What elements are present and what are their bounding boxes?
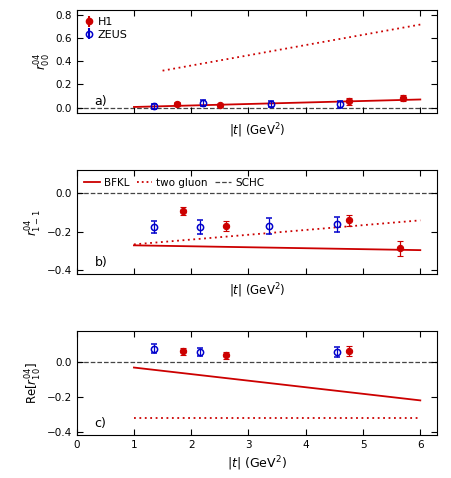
Text: a): a) xyxy=(95,95,107,108)
Legend: H1, ZEUS: H1, ZEUS xyxy=(82,15,130,42)
Y-axis label: $r_{00}^{04}$: $r_{00}^{04}$ xyxy=(32,53,52,70)
X-axis label: $|t|$ (GeV$^{2}$): $|t|$ (GeV$^{2}$) xyxy=(227,454,287,473)
X-axis label: $|t|$ (GeV$^{2}$): $|t|$ (GeV$^{2}$) xyxy=(229,282,285,300)
Y-axis label: $r_{1-1}^{04}$: $r_{1-1}^{04}$ xyxy=(24,209,44,236)
Text: c): c) xyxy=(95,417,106,430)
Text: b): b) xyxy=(95,256,107,269)
Legend: BFKL, two gluon, SCHC: BFKL, two gluon, SCHC xyxy=(82,175,266,190)
X-axis label: $|t|$ (GeV$^{2}$): $|t|$ (GeV$^{2}$) xyxy=(229,121,285,140)
Y-axis label: $\mathrm{Re}[r_{10}^{04}]$: $\mathrm{Re}[r_{10}^{04}]$ xyxy=(24,362,44,404)
